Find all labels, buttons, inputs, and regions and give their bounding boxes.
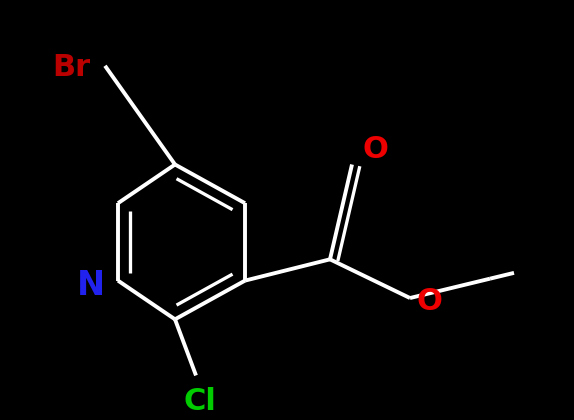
Text: Br: Br (52, 53, 90, 82)
Text: Cl: Cl (184, 387, 216, 416)
Text: O: O (416, 287, 442, 316)
Text: N: N (77, 269, 105, 302)
Text: O: O (362, 136, 388, 165)
